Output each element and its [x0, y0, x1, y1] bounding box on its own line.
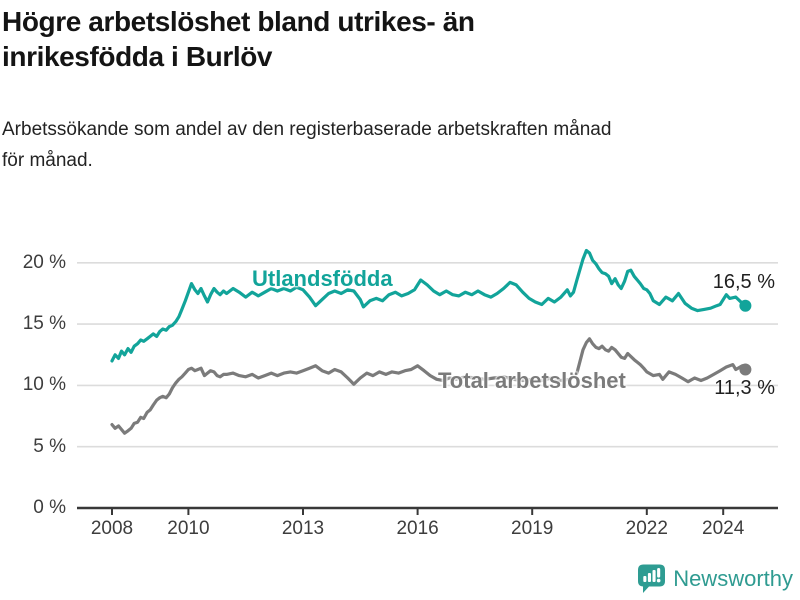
series-end-dot-1	[739, 363, 752, 376]
y-tick-label: 20 %	[22, 251, 66, 273]
subtitle-line-1: Arbetssökande som andel av den registerb…	[2, 119, 612, 140]
series-end-dot-0	[739, 299, 752, 312]
series-line-1	[110, 337, 748, 435]
chart-subtitle: Arbetssökande som andel av den registerb…	[2, 114, 611, 176]
y-tick-label: 0 %	[33, 497, 66, 518]
x-tick-label: 2024	[702, 518, 745, 539]
title-line-2: inrikesfödda i Burlöv	[2, 41, 273, 72]
series-line-0	[110, 248, 748, 363]
x-tick-label: 2013	[281, 518, 325, 539]
series-label-utlandsfodda: Utlandsfödda	[252, 266, 393, 291]
brand-footer: Newsworthy	[637, 563, 793, 594]
series-label-total-arbetsloshet: Total arbetslöshet	[438, 368, 626, 393]
page-title: Högre arbetslöshet bland utrikes- än inri…	[2, 4, 475, 74]
x-tick-label: 2016	[396, 518, 439, 539]
newsworthy-logo-icon	[637, 563, 666, 594]
subtitle-line-2: för månad.	[2, 150, 93, 171]
y-tick-label: 10 %	[22, 374, 66, 396]
y-tick-label: 15 %	[22, 313, 66, 335]
x-tick-label: 2022	[625, 518, 668, 539]
x-tick-label: 2019	[511, 518, 554, 539]
title-line-1: Högre arbetslöshet bland utrikes- än	[2, 6, 475, 37]
y-tick-label: 5 %	[33, 435, 66, 457]
x-tick-label: 2008	[90, 518, 134, 539]
brand-name: Newsworthy	[673, 565, 793, 591]
end-value-label-total-arbetsloshet: 11,3 %	[714, 377, 775, 399]
x-tick-label: 2010	[167, 518, 210, 539]
end-value-label-utlandsfodda: 16,5 %	[712, 271, 775, 293]
